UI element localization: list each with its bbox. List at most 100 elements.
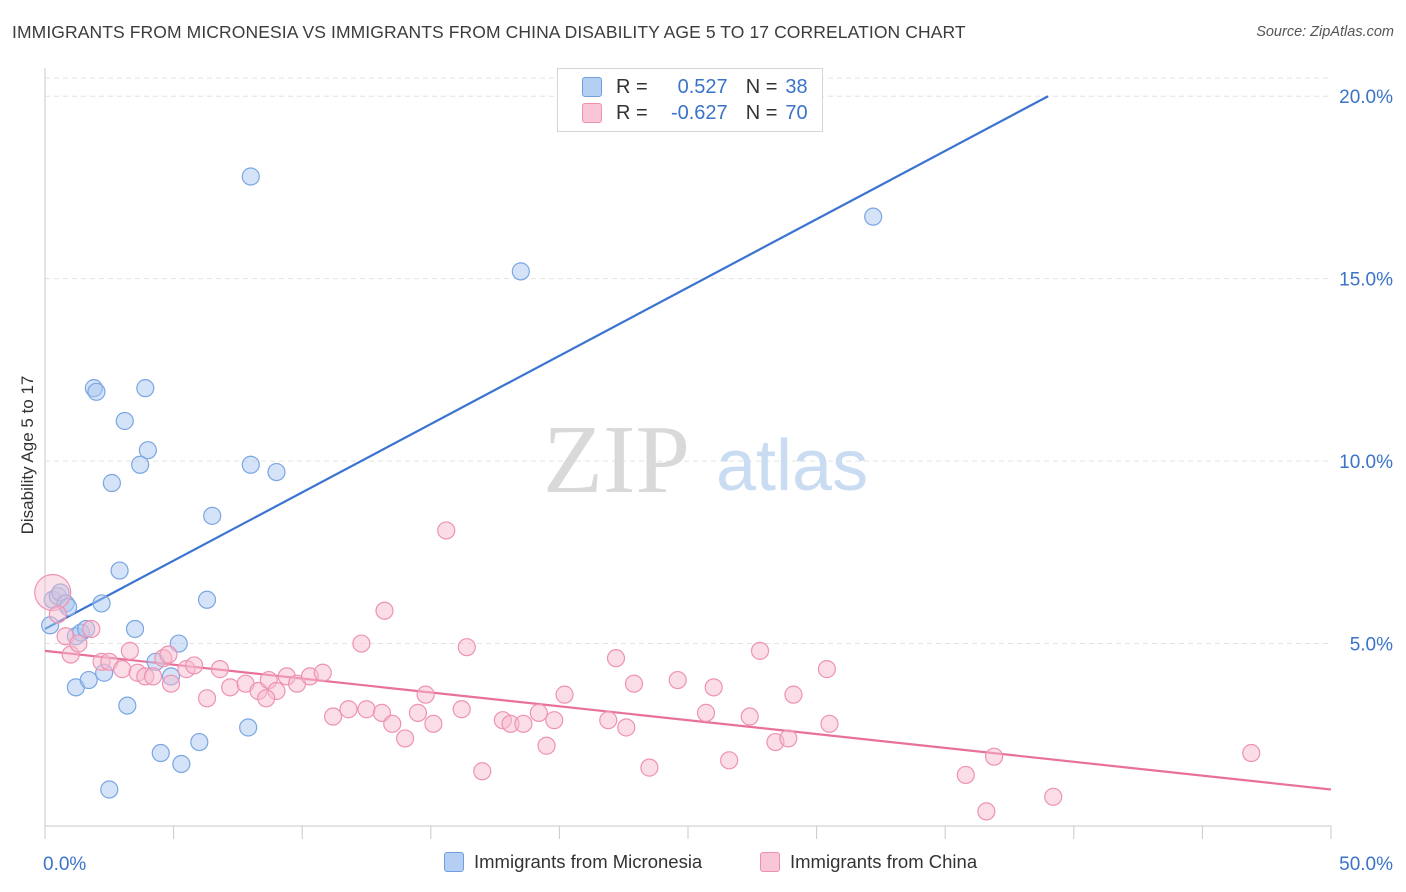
n-label: N = bbox=[745, 101, 778, 124]
point-china bbox=[210, 660, 229, 679]
point-micronesia bbox=[172, 754, 191, 774]
point-china bbox=[750, 641, 770, 660]
point-china bbox=[120, 641, 139, 660]
point-china bbox=[161, 674, 181, 693]
blue-swatch-icon bbox=[582, 77, 602, 97]
point-micronesia bbox=[100, 780, 119, 799]
point-china bbox=[784, 685, 803, 704]
grid-lines bbox=[45, 77, 1331, 645]
pink-swatch-icon bbox=[760, 852, 780, 872]
point-micronesia bbox=[239, 718, 258, 737]
point-micronesia bbox=[125, 619, 145, 639]
x-tick-label: 0.0% bbox=[43, 854, 86, 875]
point-china bbox=[956, 765, 975, 785]
trendline-micronesia bbox=[44, 95, 1049, 630]
point-china bbox=[34, 573, 72, 612]
y-tick-label: 5.0% bbox=[1350, 635, 1393, 656]
r-label: R = bbox=[616, 75, 648, 98]
point-china bbox=[457, 638, 476, 657]
tick-labels: 5.0% 10.0% 15.0% 20.0% 0.0% 50.0% bbox=[43, 87, 1393, 875]
n-value-micronesia: 38 bbox=[785, 75, 808, 98]
point-china bbox=[545, 711, 564, 730]
point-micronesia bbox=[151, 743, 170, 763]
point-china bbox=[537, 736, 556, 755]
point-china bbox=[984, 747, 1004, 766]
trendlines bbox=[44, 95, 1332, 791]
point-china bbox=[257, 689, 276, 708]
point-china bbox=[221, 678, 240, 697]
point-micronesia bbox=[136, 379, 155, 398]
point-micronesia bbox=[241, 167, 260, 186]
r-value-micronesia: 0.527 bbox=[677, 75, 728, 98]
point-china bbox=[599, 711, 618, 730]
point-china bbox=[640, 758, 659, 777]
point-china bbox=[143, 667, 163, 686]
point-china bbox=[313, 663, 332, 682]
legend-item-china[interactable]: Immigrants from China bbox=[760, 851, 977, 873]
point-micronesia bbox=[864, 207, 883, 226]
y-tick-label: 10.0% bbox=[1339, 452, 1393, 473]
series-legend: Immigrants from Micronesia Immigrants fr… bbox=[0, 851, 1406, 877]
point-china bbox=[779, 729, 798, 748]
point-china bbox=[416, 685, 435, 704]
point-china bbox=[740, 707, 759, 726]
point-china bbox=[437, 521, 456, 540]
point-china bbox=[323, 707, 343, 726]
point-china bbox=[1044, 787, 1063, 806]
axes bbox=[44, 68, 1332, 839]
watermark-atlas: atlas bbox=[716, 426, 868, 506]
point-micronesia bbox=[118, 696, 137, 715]
point-china bbox=[617, 718, 636, 737]
point-china bbox=[82, 619, 101, 639]
blue-swatch-icon bbox=[444, 852, 464, 872]
x-tick-label: 50.0% bbox=[1339, 854, 1393, 875]
r-label: R = bbox=[616, 101, 648, 124]
point-china bbox=[48, 605, 67, 624]
point-china bbox=[159, 645, 178, 664]
legend-row-micronesia: R = 0.527 N = 38 bbox=[582, 74, 808, 100]
point-china bbox=[473, 762, 492, 781]
data-points bbox=[34, 167, 1261, 821]
point-china bbox=[339, 700, 358, 719]
point-china bbox=[720, 751, 739, 770]
point-china bbox=[514, 714, 533, 733]
legend-item-micronesia[interactable]: Immigrants from Micronesia bbox=[444, 851, 702, 873]
point-micronesia bbox=[79, 670, 98, 690]
point-china bbox=[529, 703, 548, 722]
point-china bbox=[977, 802, 996, 821]
point-micronesia bbox=[102, 473, 121, 493]
point-china bbox=[1242, 743, 1261, 763]
point-china bbox=[408, 703, 428, 722]
point-micronesia bbox=[203, 506, 222, 525]
point-china bbox=[820, 714, 839, 733]
pink-swatch-icon bbox=[582, 103, 602, 123]
point-micronesia bbox=[87, 382, 106, 401]
n-value-china: 70 bbox=[785, 101, 808, 124]
point-micronesia bbox=[92, 594, 111, 613]
watermark-zip: ZIP bbox=[543, 406, 690, 514]
watermark: ZIP atlas bbox=[543, 406, 868, 514]
point-china bbox=[817, 660, 836, 679]
y-tick-label: 15.0% bbox=[1339, 270, 1393, 291]
point-china bbox=[452, 700, 471, 719]
n-label: N = bbox=[745, 75, 778, 98]
point-china bbox=[113, 660, 132, 679]
chart-title: IMMIGRANTS FROM MICRONESIA VS IMMIGRANTS… bbox=[12, 22, 966, 42]
point-china bbox=[69, 634, 88, 653]
point-micronesia bbox=[511, 262, 530, 281]
y-tick-label: 20.0% bbox=[1339, 87, 1393, 108]
point-micronesia bbox=[110, 561, 129, 580]
point-china bbox=[696, 703, 716, 722]
trendline-china bbox=[44, 649, 1332, 791]
point-china bbox=[375, 601, 394, 620]
point-china bbox=[197, 689, 217, 708]
point-micronesia bbox=[241, 455, 260, 474]
point-china bbox=[395, 729, 415, 748]
point-china bbox=[624, 674, 644, 693]
r-value-china: -0.627 bbox=[670, 101, 728, 124]
point-china bbox=[424, 714, 443, 733]
point-micronesia bbox=[197, 590, 217, 609]
point-china bbox=[383, 714, 402, 733]
point-china bbox=[606, 649, 626, 668]
